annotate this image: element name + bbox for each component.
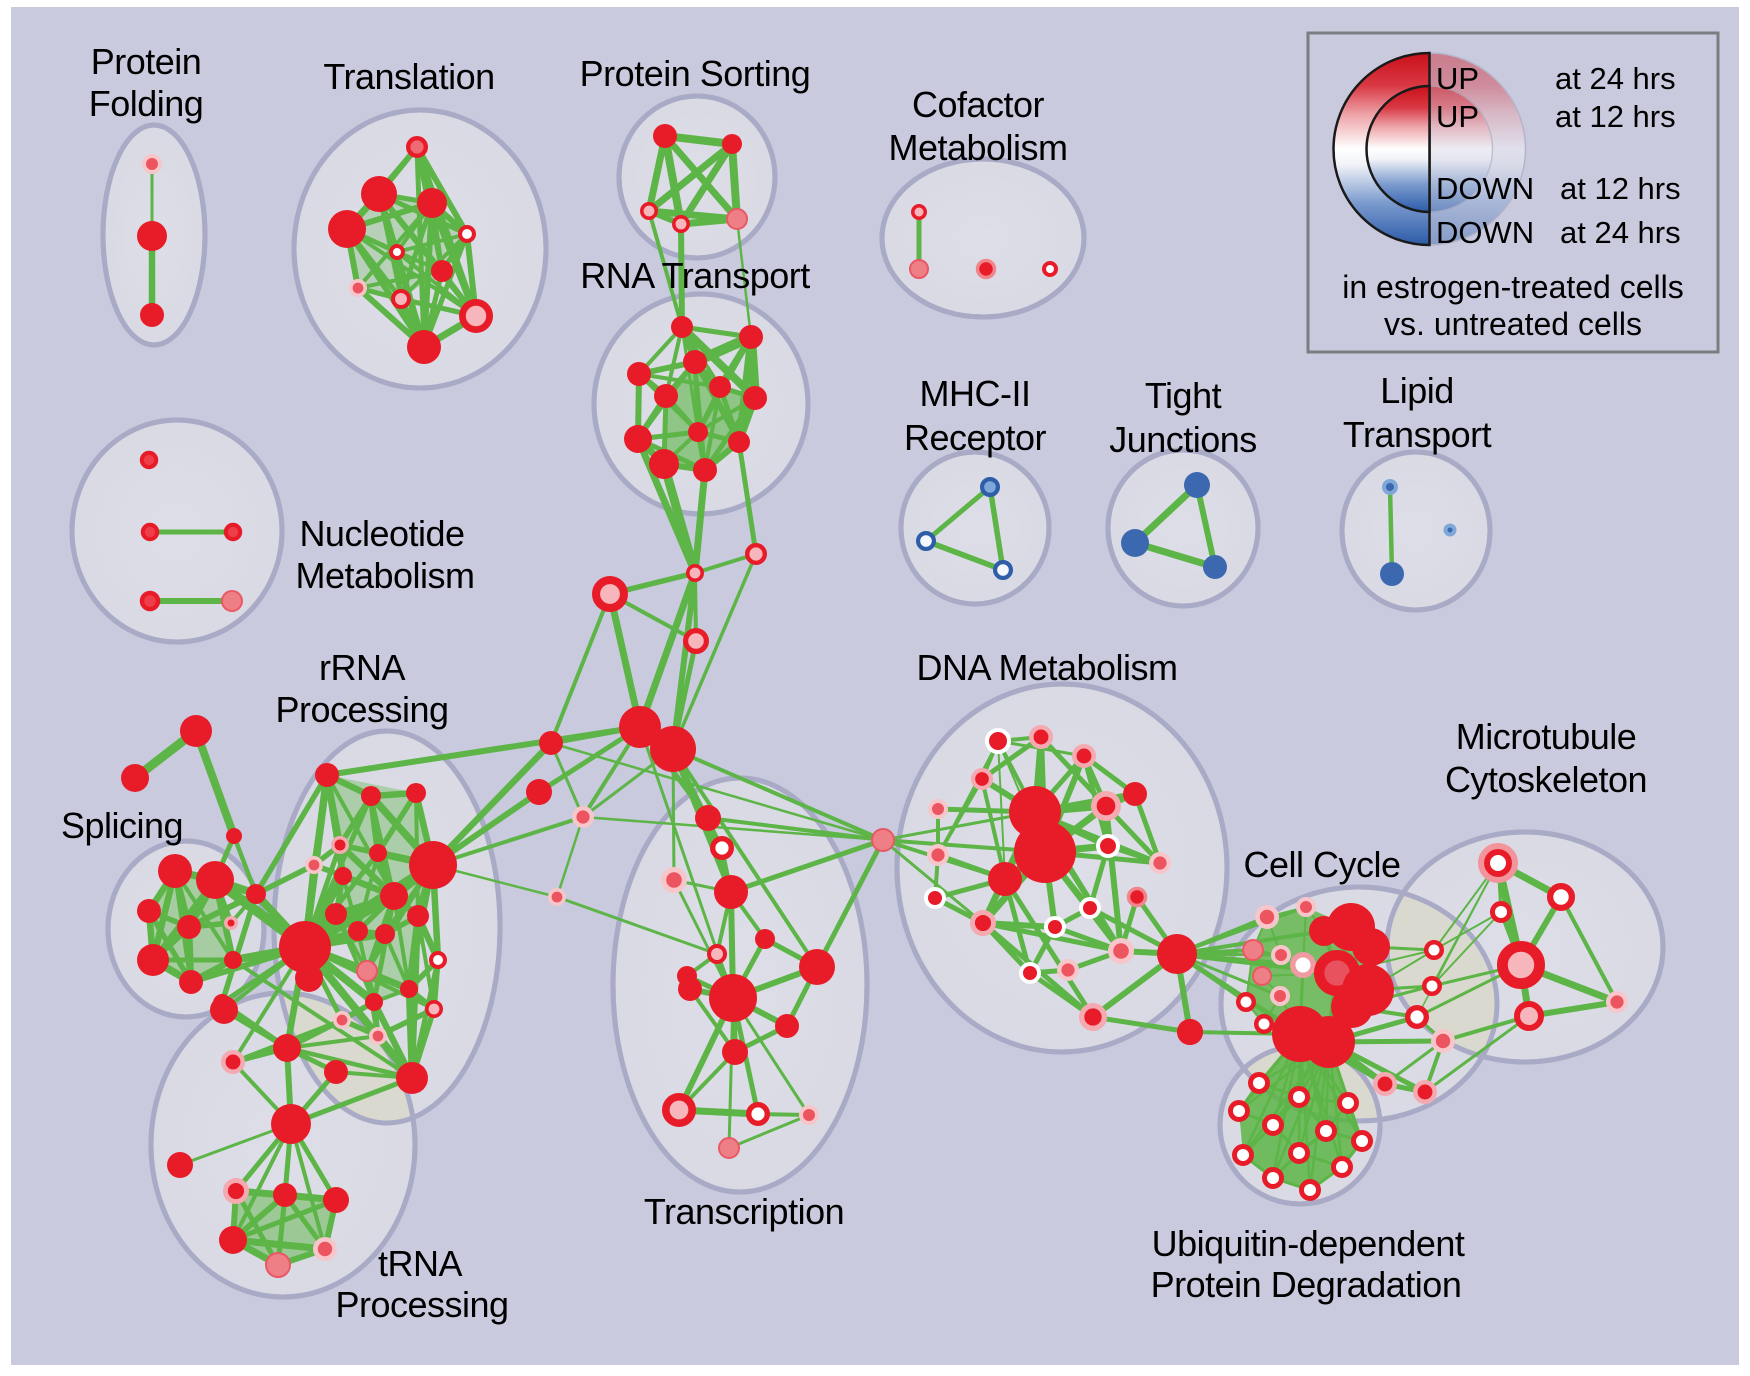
svg-text:Ubiquitin-dependent: Ubiquitin-dependent [1152,1223,1465,1264]
svg-text:DOWN: DOWN [1436,215,1534,250]
svg-text:DOWN: DOWN [1436,171,1534,206]
svg-text:Folding: Folding [89,83,204,124]
svg-text:UP: UP [1436,99,1479,134]
svg-text:at 24 hrs: at 24 hrs [1555,61,1676,96]
svg-text:Processing: Processing [335,1284,508,1325]
svg-text:rRNA: rRNA [319,647,405,688]
svg-text:DNA Metabolism: DNA Metabolism [916,647,1177,688]
svg-text:Junctions: Junctions [1109,419,1257,460]
svg-text:Metabolism: Metabolism [888,127,1067,168]
svg-text:in estrogen-treated cells: in estrogen-treated cells [1342,269,1684,305]
svg-text:Tight: Tight [1145,375,1222,416]
svg-text:at 12 hrs: at 12 hrs [1560,171,1681,206]
svg-text:Nucleotide: Nucleotide [299,513,464,554]
svg-text:Protein: Protein [91,41,202,82]
svg-text:Cell Cycle: Cell Cycle [1243,844,1400,885]
svg-text:Processing: Processing [275,689,448,730]
svg-text:Metabolism: Metabolism [295,555,474,596]
svg-text:at 24 hrs: at 24 hrs [1560,215,1681,250]
svg-text:Cytoskeleton: Cytoskeleton [1445,759,1647,800]
svg-text:Lipid: Lipid [1380,370,1454,411]
svg-text:Protein Degradation: Protein Degradation [1151,1264,1462,1305]
svg-text:Receptor: Receptor [904,417,1047,458]
svg-text:Transport: Transport [1343,414,1492,455]
svg-text:at 12 hrs: at 12 hrs [1555,99,1676,134]
svg-text:MHC-II: MHC-II [920,373,1031,414]
svg-text:Transcription: Transcription [644,1191,844,1232]
svg-text:tRNA: tRNA [378,1243,462,1284]
svg-text:RNA Transport: RNA Transport [580,255,810,296]
svg-text:vs. untreated cells: vs. untreated cells [1384,306,1642,342]
svg-text:Microtubule: Microtubule [1456,716,1637,757]
svg-text:UP: UP [1436,61,1479,96]
svg-text:Cofactor: Cofactor [912,84,1045,125]
svg-text:Translation: Translation [323,56,494,97]
svg-text:Splicing: Splicing [61,805,183,846]
svg-text:Protein Sorting: Protein Sorting [580,53,811,94]
